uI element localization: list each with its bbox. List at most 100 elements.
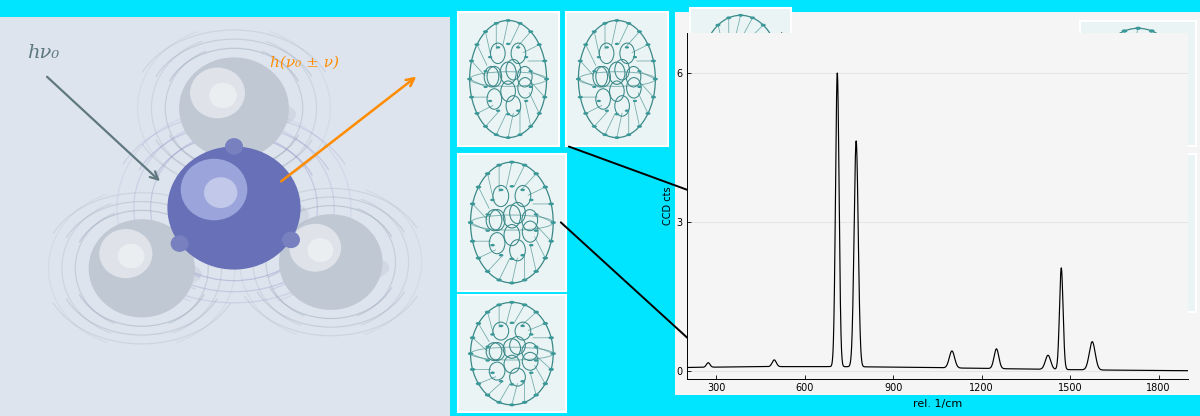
- Circle shape: [1122, 30, 1127, 32]
- Circle shape: [923, 206, 928, 208]
- Circle shape: [1019, 75, 1024, 78]
- Circle shape: [625, 109, 629, 112]
- Circle shape: [881, 264, 886, 267]
- Circle shape: [548, 336, 554, 339]
- Circle shape: [769, 35, 774, 38]
- Circle shape: [775, 50, 780, 52]
- Circle shape: [1037, 110, 1043, 113]
- Bar: [1080, 21, 1196, 146]
- Circle shape: [1024, 53, 1028, 56]
- Circle shape: [551, 221, 556, 224]
- Circle shape: [516, 109, 521, 112]
- Circle shape: [179, 57, 289, 159]
- Circle shape: [1001, 146, 1006, 149]
- Circle shape: [1109, 287, 1115, 291]
- Circle shape: [983, 75, 988, 78]
- Circle shape: [1147, 269, 1152, 272]
- Circle shape: [1147, 111, 1152, 114]
- Circle shape: [1162, 74, 1166, 77]
- Circle shape: [1099, 191, 1105, 194]
- Circle shape: [1135, 136, 1141, 140]
- Circle shape: [728, 93, 733, 95]
- Circle shape: [1157, 61, 1162, 64]
- Circle shape: [534, 345, 539, 348]
- Circle shape: [738, 96, 743, 99]
- Circle shape: [522, 401, 527, 404]
- Circle shape: [1109, 37, 1115, 40]
- Circle shape: [637, 125, 642, 128]
- Circle shape: [529, 333, 534, 336]
- Circle shape: [881, 187, 886, 190]
- Bar: [0, 0, 450, 17]
- Circle shape: [282, 232, 300, 248]
- Circle shape: [493, 134, 499, 136]
- Circle shape: [854, 217, 859, 220]
- Circle shape: [529, 244, 534, 246]
- Bar: [566, 12, 667, 146]
- Circle shape: [534, 359, 539, 362]
- Circle shape: [521, 380, 524, 383]
- Circle shape: [470, 240, 475, 243]
- Circle shape: [854, 173, 860, 176]
- Circle shape: [509, 404, 515, 406]
- Circle shape: [510, 383, 514, 386]
- Bar: [1080, 154, 1196, 312]
- Circle shape: [756, 46, 761, 49]
- Circle shape: [1135, 49, 1140, 52]
- Circle shape: [209, 83, 236, 108]
- Circle shape: [522, 163, 527, 167]
- Circle shape: [1039, 94, 1044, 97]
- Circle shape: [1091, 231, 1097, 235]
- Circle shape: [964, 79, 970, 81]
- Circle shape: [761, 106, 766, 109]
- Circle shape: [614, 136, 619, 139]
- Circle shape: [906, 277, 912, 280]
- Circle shape: [866, 286, 872, 289]
- Circle shape: [1180, 231, 1186, 235]
- Circle shape: [1148, 134, 1154, 137]
- Circle shape: [1162, 37, 1166, 40]
- Circle shape: [528, 70, 533, 72]
- Circle shape: [845, 263, 851, 266]
- Circle shape: [506, 43, 510, 45]
- Circle shape: [761, 72, 766, 74]
- Circle shape: [614, 19, 619, 22]
- Circle shape: [720, 84, 725, 87]
- Circle shape: [529, 371, 534, 374]
- Circle shape: [510, 322, 514, 324]
- Circle shape: [522, 303, 527, 306]
- Bar: [457, 154, 566, 291]
- Circle shape: [892, 260, 898, 263]
- Circle shape: [529, 199, 534, 201]
- Circle shape: [1135, 162, 1141, 165]
- Circle shape: [707, 95, 712, 98]
- Circle shape: [1115, 61, 1120, 64]
- Circle shape: [1122, 297, 1127, 301]
- Circle shape: [577, 96, 583, 99]
- Circle shape: [499, 380, 504, 383]
- Circle shape: [1110, 89, 1115, 92]
- Circle shape: [542, 322, 548, 325]
- Circle shape: [700, 65, 704, 68]
- Circle shape: [632, 56, 637, 58]
- Circle shape: [548, 203, 554, 206]
- Circle shape: [906, 173, 912, 176]
- Bar: [674, 12, 1200, 395]
- Bar: [953, 37, 1054, 154]
- Circle shape: [521, 254, 524, 257]
- Circle shape: [839, 206, 844, 208]
- Circle shape: [118, 244, 144, 268]
- Circle shape: [484, 86, 487, 88]
- Circle shape: [1124, 194, 1129, 197]
- Circle shape: [534, 311, 539, 314]
- Circle shape: [548, 368, 554, 371]
- Circle shape: [510, 258, 514, 260]
- Circle shape: [776, 65, 781, 68]
- Circle shape: [497, 303, 502, 306]
- Circle shape: [1171, 272, 1177, 275]
- Circle shape: [485, 394, 491, 396]
- Circle shape: [1109, 175, 1115, 178]
- Circle shape: [485, 229, 490, 232]
- Circle shape: [521, 188, 524, 191]
- Circle shape: [528, 30, 533, 33]
